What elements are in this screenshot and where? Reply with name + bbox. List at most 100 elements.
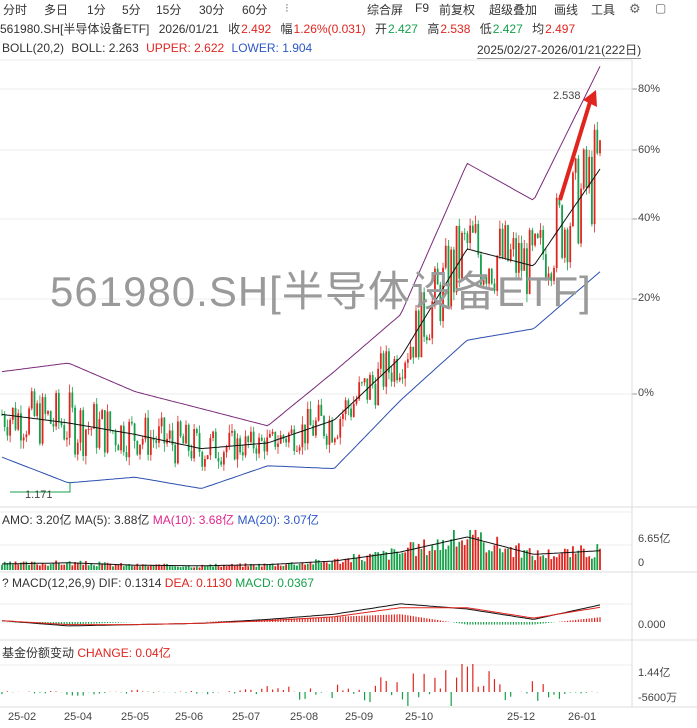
candle-body: [585, 149, 588, 188]
candle-body: [306, 408, 309, 444]
candle-body: [82, 410, 85, 456]
candle-body: [401, 377, 404, 379]
candle-body: [130, 421, 133, 424]
candle-body: [174, 444, 177, 464]
period-tab-15min[interactable]: 15分: [156, 3, 182, 17]
candle-body: [515, 238, 518, 273]
period-tab-30min[interactable]: 30分: [199, 3, 225, 17]
candle-body: [63, 425, 66, 440]
period-more-icon[interactable]: ⁝: [285, 1, 289, 15]
candle-body: [477, 224, 480, 255]
candle-body: [279, 435, 282, 444]
candle-body: [360, 382, 363, 384]
boll-lower-line: [1, 271, 601, 489]
amo-bar: [120, 562, 122, 570]
candle-body: [323, 415, 325, 436]
amo-bar: [393, 549, 396, 570]
toolbar-draw[interactable]: 画线: [554, 3, 579, 17]
amo-bar: [577, 550, 580, 570]
amo-axis-bottom: 0: [638, 557, 645, 569]
macd-macd: MACD: 0.0367: [235, 576, 314, 590]
period-tab-60min[interactable]: 60分: [242, 3, 268, 17]
amo-bar: [582, 548, 585, 570]
amo-bar: [596, 544, 599, 570]
amo-bar: [547, 549, 550, 570]
low-label: 低: [479, 22, 492, 36]
candle-body: [120, 425, 122, 451]
amo-bar: [198, 567, 201, 570]
candle-body: [517, 242, 520, 273]
toolbar-composite-screen[interactable]: 综合屏: [367, 3, 404, 17]
amo-bar: [9, 561, 12, 570]
toolbar-adjust[interactable]: 前复权: [439, 3, 476, 17]
candle-body: [531, 230, 534, 246]
candle-body: [274, 431, 277, 447]
candle-body: [561, 205, 564, 258]
candlesticks: [1, 121, 601, 472]
candle-body: [44, 397, 47, 414]
quote-date: 2026/01/21: [158, 22, 219, 36]
high-label: 高: [427, 22, 440, 36]
amo-bar: [342, 562, 344, 570]
amo-bar: [566, 549, 569, 570]
amo-bar: [312, 564, 315, 570]
period-tab-5min[interactable]: 5分: [122, 3, 141, 17]
candle-body: [423, 292, 426, 337]
axis-label-20: 20%: [638, 292, 661, 304]
amo-bar: [563, 548, 566, 570]
amo-bar: [550, 559, 553, 570]
candle-body: [369, 375, 371, 400]
candle-body: [528, 230, 531, 294]
expand-icon[interactable]: ▢: [655, 1, 667, 15]
candle-body: [553, 267, 555, 281]
amo-bar: [236, 564, 239, 570]
candle-body: [572, 172, 574, 226]
toolbar-tools[interactable]: 工具: [591, 3, 616, 17]
amo-bar: [404, 552, 407, 570]
candle-body: [28, 408, 30, 435]
candle-body: [301, 424, 304, 448]
period-tab-1min[interactable]: 1分: [87, 3, 106, 17]
toolbar-f9[interactable]: F9: [415, 1, 430, 15]
amo-bar: [214, 563, 217, 570]
candle-body: [14, 407, 17, 430]
amo-bar: [290, 562, 293, 570]
gear-icon[interactable]: ⚙: [629, 1, 641, 16]
amo-bar: [222, 564, 225, 570]
candle-body: [185, 424, 187, 444]
amo-bar: [466, 539, 469, 570]
candle-body: [6, 426, 9, 436]
amo-bar: [98, 561, 101, 570]
candle-body: [74, 407, 76, 455]
amo-bar: [109, 563, 112, 570]
candle-body: [406, 359, 409, 363]
candle-body: [60, 421, 63, 426]
candle-body: [320, 404, 323, 416]
amo-bar: [320, 562, 323, 570]
quote-bar: 561980.SH[半导体设备ETF] 2026/01/21 收2.492 幅1…: [0, 20, 697, 38]
amo-bar: [463, 545, 466, 570]
amo-bar: [385, 552, 388, 570]
candle-body: [512, 238, 515, 250]
candle-body: [87, 429, 90, 431]
candle-body: [355, 399, 358, 404]
macd-help-icon[interactable]: ?: [2, 576, 9, 590]
period-tab-intraday[interactable]: 分时: [3, 3, 28, 17]
candle-body: [79, 410, 82, 443]
candle-body: [439, 284, 442, 322]
amo-ma5: MA(5): 3.88亿: [74, 513, 150, 527]
date-range[interactable]: 2025/02/27-2026/01/21(222日): [477, 43, 642, 59]
amo-bar: [526, 550, 528, 570]
toolbar-overlay[interactable]: 超级叠加: [489, 3, 538, 17]
candle-body: [76, 442, 79, 455]
amo-bar: [444, 549, 447, 570]
candle-body: [33, 391, 36, 416]
candle-body: [125, 452, 128, 458]
candle-body: [247, 436, 250, 443]
candle-body: [260, 437, 263, 441]
x-tick: 25-07: [232, 711, 261, 723]
period-tab-multiday[interactable]: 多日: [44, 3, 69, 17]
candle-body: [95, 404, 98, 448]
amo-bar: [496, 536, 499, 570]
